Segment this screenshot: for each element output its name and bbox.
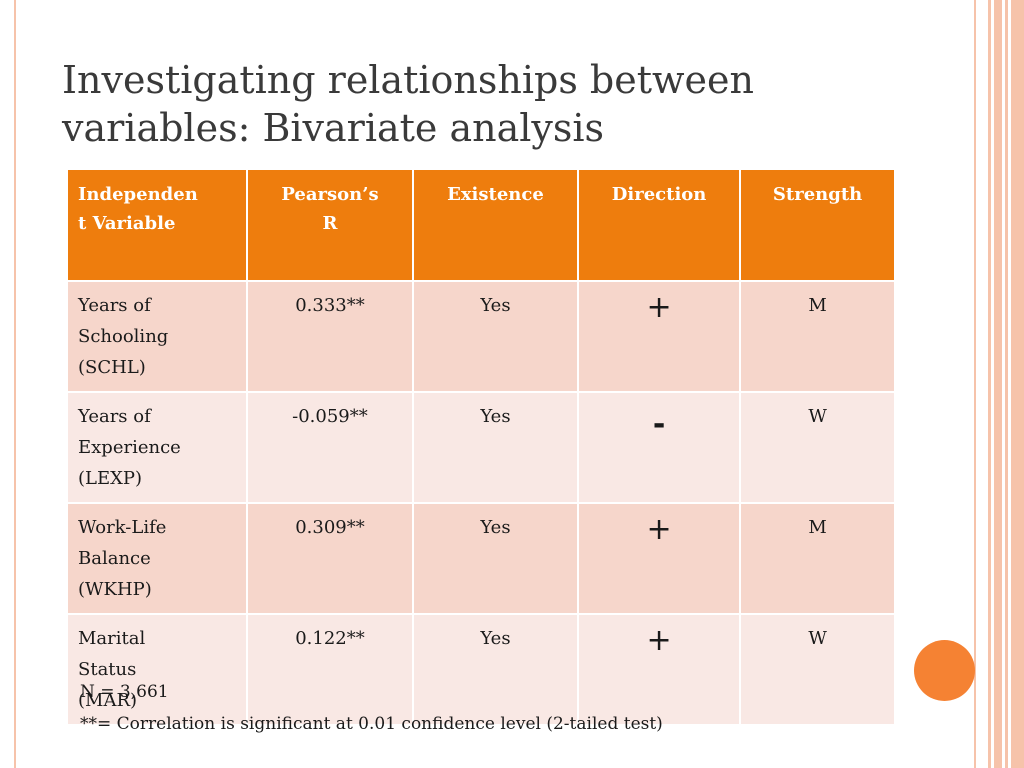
direction-cell: +	[579, 282, 740, 391]
variable-cell: Years of Schooling (SCHL)	[68, 282, 246, 391]
stripe	[1011, 0, 1024, 768]
variable-line: Experience	[78, 437, 181, 458]
variable-line: Status	[78, 659, 137, 680]
header-existence: Existence	[413, 170, 578, 280]
stripe	[988, 0, 991, 768]
variable-line: Years of	[78, 295, 151, 316]
header-independent-variable: Independen t Variable	[68, 170, 246, 280]
header-text: t Variable	[78, 213, 176, 234]
significance-note: **= Correlation is significant at 0.01 c…	[80, 714, 663, 734]
table-row: Marital Status (MAR) 0.122** Yes + W	[68, 615, 894, 724]
table-row: Work-Life Balance (WKHP) 0.309** Yes + M	[68, 504, 894, 613]
direction-cell: -	[579, 393, 740, 502]
variable-line: Schooling	[78, 326, 169, 347]
decorative-circle	[914, 640, 975, 701]
header-text: R	[322, 213, 338, 234]
sample-size-note: N = 3,661	[80, 682, 169, 702]
slide-title: Investigating relationships between vari…	[62, 56, 922, 152]
direction-sign: +	[646, 512, 672, 547]
variable-line: Years of	[78, 406, 151, 427]
header-strength: Strength	[741, 170, 894, 280]
direction-cell: +	[579, 504, 740, 613]
title-line-1: Investigating relationships between	[62, 58, 754, 102]
pearson-cell: 0.333**	[248, 282, 412, 391]
pearson-cell: 0.122**	[248, 615, 412, 724]
pearson-cell: 0.309**	[248, 504, 412, 613]
variable-line: Balance	[78, 548, 151, 569]
direction-sign: -	[652, 407, 666, 442]
slide-frame	[14, 0, 976, 768]
existence-cell: Yes	[413, 504, 578, 613]
variable-cell: Marital Status (MAR)	[68, 615, 246, 724]
strength-cell: W	[741, 615, 894, 724]
strength-cell: W	[741, 393, 894, 502]
variable-line: (SCHL)	[78, 357, 146, 378]
variable-line: (WKHP)	[78, 579, 152, 600]
table-header-row: Independen t Variable Pearson’s R Existe…	[68, 170, 894, 280]
header-pearsons-r: Pearson’s R	[248, 170, 412, 280]
results-table: Independen t Variable Pearson’s R Existe…	[66, 168, 896, 726]
decorative-stripes	[988, 0, 1024, 768]
existence-cell: Yes	[413, 615, 578, 724]
direction-cell: +	[579, 615, 740, 724]
header-text: Independen	[78, 184, 198, 205]
table-row: Years of Experience (LEXP) -0.059** Yes …	[68, 393, 894, 502]
header-direction: Direction	[579, 170, 740, 280]
variable-cell: Work-Life Balance (WKHP)	[68, 504, 246, 613]
variable-cell: Years of Experience (LEXP)	[68, 393, 246, 502]
stripe	[1005, 0, 1008, 768]
header-text: Pearson’s	[281, 184, 379, 205]
strength-cell: M	[741, 282, 894, 391]
title-line-2: variables: Bivariate analysis	[62, 106, 605, 150]
existence-cell: Yes	[413, 282, 578, 391]
variable-line: Marital	[78, 628, 146, 649]
variable-line: Work-Life	[78, 517, 167, 538]
strength-cell: M	[741, 504, 894, 613]
stripe	[994, 0, 1002, 768]
direction-sign: +	[646, 623, 672, 658]
table-row: Years of Schooling (SCHL) 0.333** Yes + …	[68, 282, 894, 391]
pearson-cell: -0.059**	[248, 393, 412, 502]
variable-line: (MAR)	[78, 690, 138, 711]
direction-sign: +	[646, 290, 672, 325]
existence-cell: Yes	[413, 393, 578, 502]
variable-line: (LEXP)	[78, 468, 143, 489]
